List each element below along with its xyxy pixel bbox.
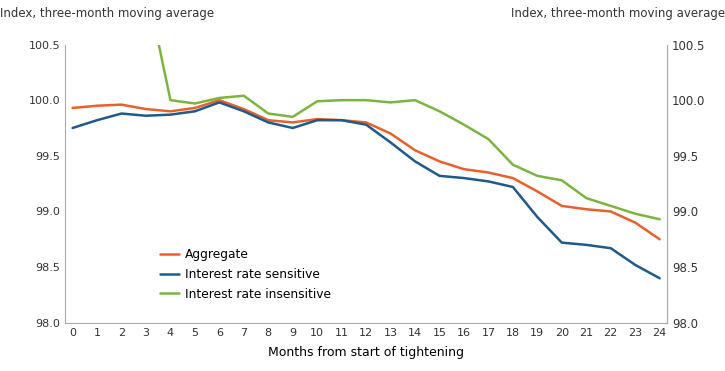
Aggregate bbox=[239, 107, 248, 111]
Interest rate sensitive bbox=[191, 109, 199, 114]
Interest rate sensitive bbox=[410, 159, 419, 164]
Interest rate sensitive bbox=[313, 118, 322, 122]
Interest rate insensitive bbox=[655, 217, 664, 221]
Interest rate insensitive bbox=[484, 137, 493, 141]
Interest rate insensitive bbox=[508, 162, 517, 167]
Interest rate insensitive bbox=[558, 178, 566, 183]
Aggregate bbox=[362, 120, 370, 125]
Interest rate sensitive bbox=[93, 118, 102, 122]
Interest rate sensitive bbox=[582, 243, 591, 247]
Interest rate sensitive bbox=[606, 246, 615, 250]
Interest rate sensitive bbox=[533, 215, 542, 219]
Interest rate insensitive bbox=[460, 122, 468, 127]
Interest rate insensitive bbox=[533, 174, 542, 178]
Aggregate bbox=[435, 159, 444, 164]
Aggregate bbox=[606, 209, 615, 214]
Aggregate bbox=[533, 189, 542, 194]
Interest rate sensitive bbox=[362, 122, 370, 127]
Aggregate bbox=[460, 167, 468, 171]
Aggregate bbox=[655, 237, 664, 242]
Interest rate sensitive bbox=[117, 111, 126, 116]
Interest rate sensitive bbox=[68, 126, 77, 130]
Interest rate sensitive bbox=[289, 126, 297, 130]
Interest rate sensitive bbox=[460, 176, 468, 180]
Line: Aggregate: Aggregate bbox=[72, 100, 660, 239]
Interest rate insensitive bbox=[166, 98, 175, 102]
Interest rate insensitive bbox=[410, 98, 419, 102]
Aggregate bbox=[631, 220, 639, 225]
Aggregate bbox=[386, 131, 395, 136]
Aggregate bbox=[166, 109, 175, 114]
Aggregate bbox=[264, 118, 273, 122]
X-axis label: Months from start of tightening: Months from start of tightening bbox=[268, 346, 464, 359]
Interest rate insensitive bbox=[362, 98, 370, 102]
Text: Index, three-month moving average: Index, three-month moving average bbox=[0, 7, 214, 20]
Interest rate sensitive bbox=[655, 276, 664, 280]
Aggregate bbox=[337, 118, 346, 122]
Interest rate sensitive bbox=[631, 263, 639, 267]
Interest rate sensitive bbox=[337, 118, 346, 122]
Interest rate sensitive bbox=[264, 120, 273, 125]
Line: Interest rate insensitive: Interest rate insensitive bbox=[72, 0, 660, 219]
Interest rate insensitive bbox=[239, 93, 248, 98]
Interest rate insensitive bbox=[313, 99, 322, 104]
Interest rate insensitive bbox=[289, 115, 297, 119]
Aggregate bbox=[313, 117, 322, 121]
Interest rate sensitive bbox=[435, 174, 444, 178]
Interest rate sensitive bbox=[239, 109, 248, 114]
Aggregate bbox=[508, 176, 517, 180]
Aggregate bbox=[558, 204, 566, 208]
Aggregate bbox=[582, 207, 591, 211]
Interest rate insensitive bbox=[386, 100, 395, 105]
Interest rate insensitive bbox=[264, 111, 273, 116]
Line: Interest rate sensitive: Interest rate sensitive bbox=[72, 102, 660, 278]
Interest rate sensitive bbox=[558, 240, 566, 245]
Aggregate bbox=[289, 120, 297, 125]
Aggregate bbox=[141, 107, 150, 111]
Interest rate insensitive bbox=[337, 98, 346, 102]
Interest rate insensitive bbox=[606, 204, 615, 208]
Legend: Aggregate, Interest rate sensitive, Interest rate insensitive: Aggregate, Interest rate sensitive, Inte… bbox=[156, 243, 336, 306]
Interest rate sensitive bbox=[215, 100, 224, 105]
Aggregate bbox=[410, 148, 419, 152]
Aggregate bbox=[484, 170, 493, 175]
Interest rate insensitive bbox=[435, 109, 444, 114]
Aggregate bbox=[117, 102, 126, 107]
Interest rate insensitive bbox=[582, 196, 591, 200]
Interest rate insensitive bbox=[191, 101, 199, 106]
Interest rate sensitive bbox=[508, 185, 517, 189]
Interest rate sensitive bbox=[166, 112, 175, 117]
Interest rate insensitive bbox=[215, 96, 224, 100]
Aggregate bbox=[68, 106, 77, 110]
Aggregate bbox=[93, 104, 102, 108]
Aggregate bbox=[191, 106, 199, 110]
Interest rate sensitive bbox=[386, 140, 395, 145]
Interest rate sensitive bbox=[484, 179, 493, 184]
Interest rate sensitive bbox=[141, 114, 150, 118]
Text: Index, three-month moving average: Index, three-month moving average bbox=[511, 7, 725, 20]
Interest rate insensitive bbox=[631, 211, 639, 216]
Aggregate bbox=[215, 98, 224, 102]
